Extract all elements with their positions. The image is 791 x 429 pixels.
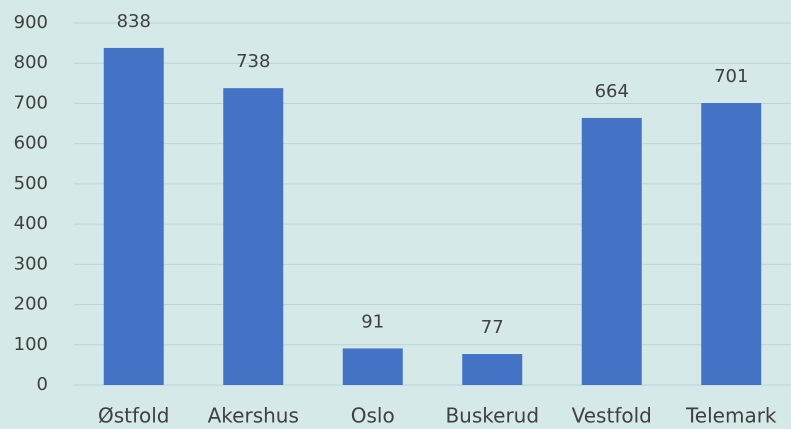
bar [581,117,642,386]
y-tick-label: 100 [14,334,48,355]
x-tick-label: Vestfold [572,404,652,428]
y-tick-label: 300 [14,253,48,274]
y-tick-label: 0 [37,374,48,395]
x-tick-label: Østfold [98,404,170,428]
x-tick-label: Telemark [685,404,777,428]
x-tick-label: Akershus [208,404,299,428]
data-label: 838 [117,11,151,32]
data-label: 738 [236,51,270,72]
y-tick-label: 200 [14,294,48,315]
x-tick-label: Oslo [351,404,395,428]
y-tick-label: 500 [14,173,48,194]
data-label: 664 [595,81,629,102]
y-tick-label: 800 [14,52,48,73]
y-tick-label: 600 [14,133,48,154]
bar [701,103,762,385]
y-tick-label: 900 [14,12,48,33]
data-label: 91 [361,311,384,332]
bar [462,354,523,385]
bar [342,348,403,385]
y-tick-label: 400 [14,213,48,234]
data-label: 701 [714,66,748,87]
bar [103,47,164,386]
data-label: 77 [481,317,504,338]
y-tick-label: 700 [14,92,48,113]
x-tick-label: Buskerud [445,404,539,428]
bar [223,88,284,385]
